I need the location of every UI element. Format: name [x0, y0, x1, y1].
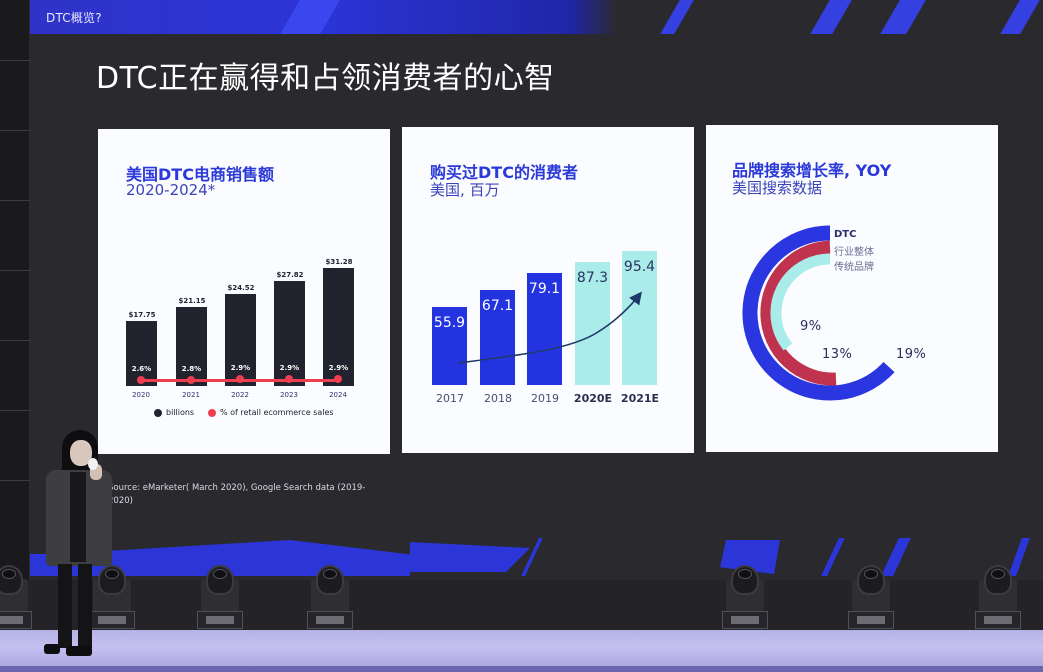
- bar-2019: [527, 273, 562, 385]
- stage-floor: [0, 630, 1043, 672]
- bar-value: 95.4: [623, 259, 656, 275]
- pct-dot: [236, 375, 244, 383]
- pct-dot: [137, 376, 145, 384]
- bar-value: $24.52: [227, 284, 255, 292]
- bar-2023: [274, 281, 305, 386]
- x-tick: 2021E: [620, 392, 660, 405]
- stage-light: [197, 565, 243, 633]
- stage-edge: [0, 666, 1043, 672]
- pct-label: 2.9%: [230, 364, 251, 372]
- card-subtitle: 美国搜索数据: [732, 179, 823, 197]
- x-tick: 2020E: [573, 392, 613, 405]
- pct-dtc: 19%: [896, 347, 927, 362]
- legend-pct: % of retail ecommerce sales: [208, 408, 334, 417]
- bar-2020: [126, 321, 157, 386]
- stage-light: [722, 565, 768, 633]
- bar-2021: [176, 307, 207, 386]
- pct-dot: [334, 375, 342, 383]
- pct-dot: [187, 376, 195, 384]
- bar-value: 87.3: [576, 270, 609, 286]
- stage-light: [848, 565, 894, 633]
- bar-2020e: [575, 262, 610, 385]
- card-dtc-sales: 美国DTC电商销售额 2020-2024* $17.75 $21.15 $24.…: [98, 129, 390, 454]
- legend-industry: 行业整体: [834, 247, 874, 258]
- pct-label: 2.9%: [279, 364, 300, 372]
- card-subtitle: 2020-2024*: [126, 181, 216, 199]
- bar-2021e: [622, 251, 657, 385]
- x-tick: 2019: [531, 392, 559, 405]
- card-title: 美国DTC电商销售额: [126, 165, 274, 184]
- source-line: Source: eMarketer( March 2020), Google S…: [108, 483, 366, 493]
- x-tick: 2022: [231, 391, 249, 399]
- pct-label: 2.9%: [328, 364, 349, 372]
- x-tick: 2018: [484, 392, 512, 405]
- stage-light: [89, 565, 135, 633]
- pct-traditional: 9%: [800, 319, 822, 334]
- presenter: [40, 428, 120, 663]
- x-tick: 2024: [329, 391, 347, 399]
- trend-arrow-icon: [457, 291, 642, 364]
- breadcrumb: DTC概览?: [46, 11, 102, 25]
- header-banner: [30, 0, 1040, 34]
- pct-industry: 13%: [822, 347, 853, 362]
- source-line: 2020): [108, 496, 133, 506]
- microphone-icon: [88, 458, 98, 470]
- source-note: Source: eMarketer( March 2020), Google S…: [108, 482, 408, 508]
- left-truss: [0, 0, 30, 580]
- bar-2018: [480, 290, 515, 385]
- card-title: 购买过DTC的消费者: [430, 163, 578, 182]
- bar-2022: [225, 294, 256, 386]
- x-tick: 2017: [436, 392, 464, 405]
- legend-label: billions: [166, 408, 195, 417]
- bar-value: $21.15: [178, 297, 206, 305]
- x-tick: 2020: [132, 391, 150, 399]
- bar-value: $31.28: [325, 258, 353, 266]
- legend-dtc: DTC: [834, 229, 857, 240]
- x-tick: 2021: [182, 391, 200, 399]
- stage-light: [307, 565, 353, 633]
- stage-light: [975, 565, 1021, 633]
- bar-2024: [323, 268, 354, 386]
- card-subtitle: 美国, 百万: [430, 181, 500, 199]
- card-brand-search-growth: 品牌搜索增长率, YOY 美国搜索数据 DTC 行业整体 传统品牌 9% 13%…: [706, 125, 998, 452]
- bar-value: 79.1: [528, 281, 561, 297]
- legend-traditional: 传统品牌: [834, 262, 874, 273]
- bar-2017: [432, 307, 467, 385]
- x-tick: 2023: [280, 391, 298, 399]
- slide-title: DTC正在赢得和占领消费者的心智: [96, 61, 555, 96]
- card-title: 品牌搜索增长率, YOY: [732, 161, 892, 180]
- pct-label: 2.8%: [181, 365, 202, 373]
- bar-value: 55.9: [433, 315, 466, 331]
- pct-label: 2.6%: [131, 365, 152, 373]
- bar-value: $27.82: [276, 271, 304, 279]
- bar-value: 67.1: [481, 298, 514, 314]
- pct-dot: [285, 375, 293, 383]
- legend-swatch-icon: [208, 408, 216, 417]
- legend-billions: billions: [154, 408, 194, 417]
- stage-light: [0, 565, 32, 633]
- bar-value: $17.75: [128, 311, 156, 319]
- radial-bar-chart: [742, 225, 895, 401]
- card-dtc-consumers: 购买过DTC的消费者 美国, 百万 55.9 67.1 79.1 87.3 95…: [402, 127, 694, 453]
- legend-swatch-icon: [154, 408, 162, 417]
- legend-label: % of retail ecommerce sales: [220, 408, 334, 417]
